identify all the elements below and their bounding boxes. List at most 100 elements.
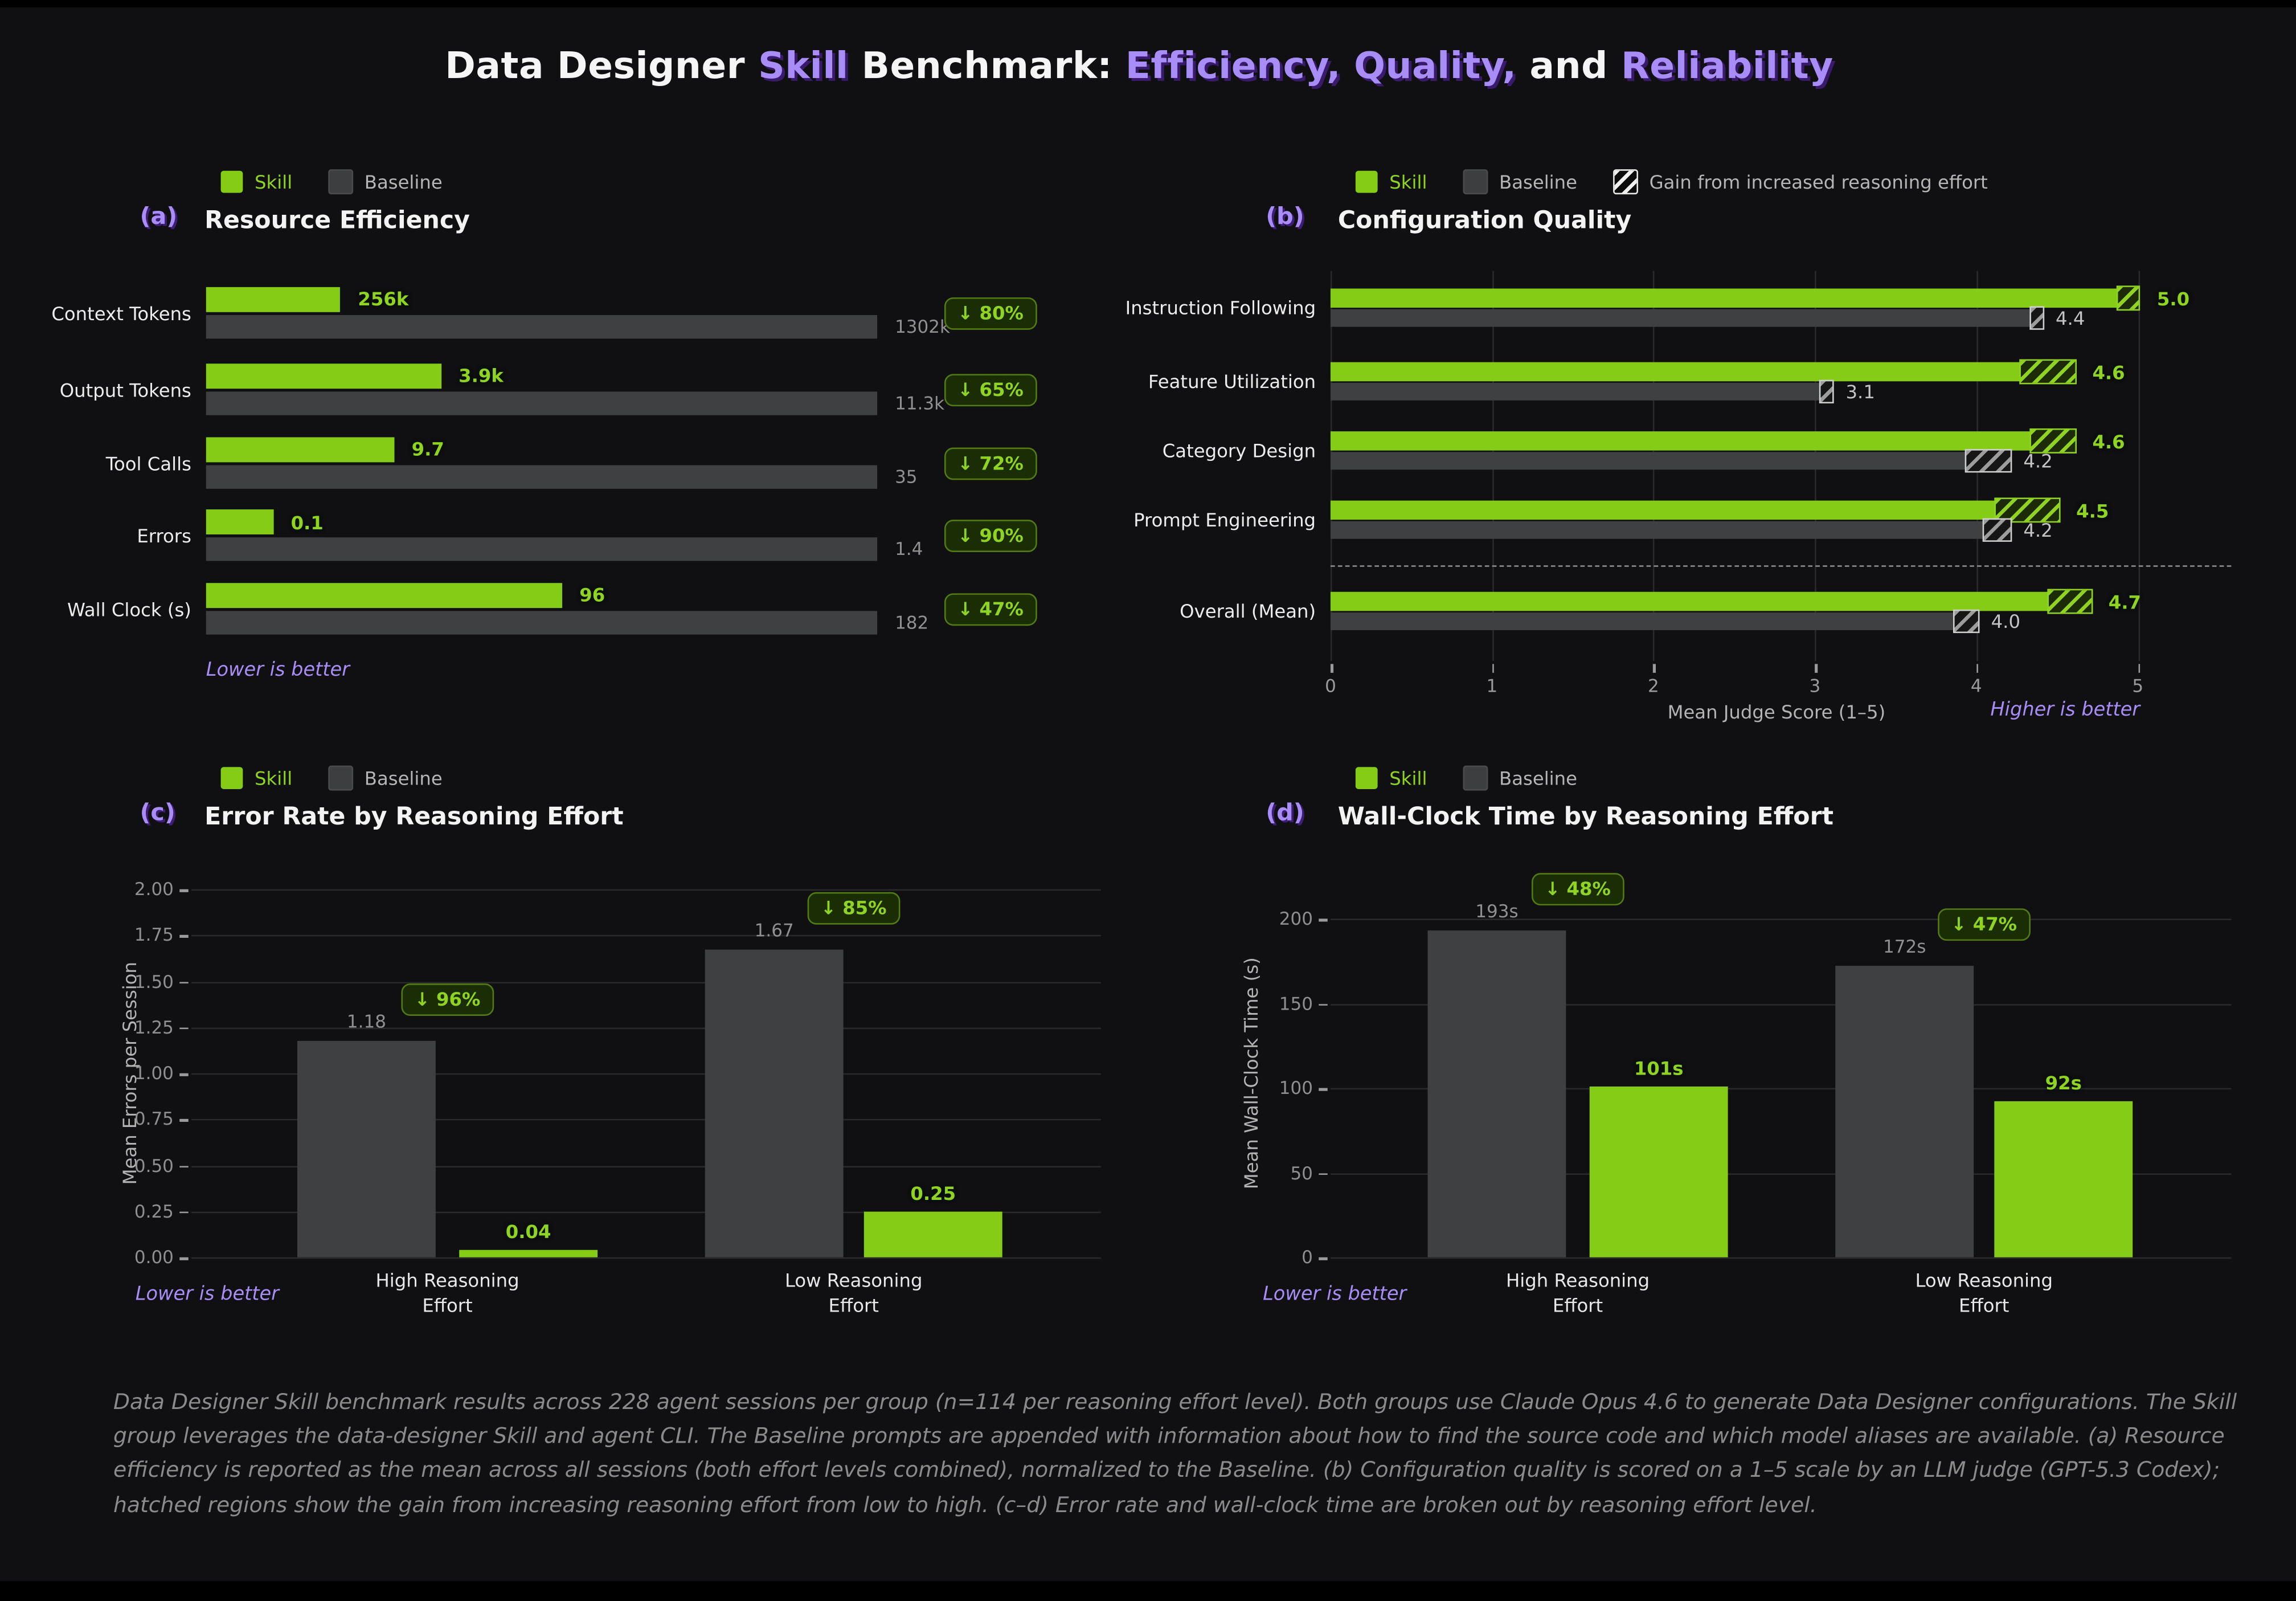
legend-label: Baseline <box>364 170 443 193</box>
baseline-bar <box>206 610 878 634</box>
baseline-swatch-icon <box>1462 765 1488 791</box>
baseline-value-label: 1.18 <box>346 1010 386 1032</box>
gridline <box>191 935 1101 937</box>
skill-value-label: 96 <box>579 583 605 606</box>
skill-gain-hatch <box>1994 497 2060 523</box>
panel-c-legend: Skill Baseline <box>220 765 443 791</box>
tick-mark <box>179 1119 189 1122</box>
figure-caption: Data Designer Skill benchmark results ac… <box>113 1390 2237 1518</box>
skill-bar <box>206 582 562 607</box>
reduction-badge: ↓ 47% <box>1938 908 2031 941</box>
baseline-bar <box>206 464 878 488</box>
tick-label: 0.75 <box>134 1109 174 1130</box>
baseline-value-label: 11.3k <box>895 392 945 413</box>
skill-value-label: 4.6 <box>2092 361 2125 383</box>
legend-item: Skill <box>220 767 292 790</box>
tick-mark <box>1492 664 1495 673</box>
skill-gain-hatch <box>2047 589 2093 614</box>
tick-mark <box>179 1165 189 1168</box>
reduction-badge: ↓ 47% <box>944 593 1037 625</box>
baseline-value-label: 35 <box>895 465 918 487</box>
tick-label: 100 <box>1279 1077 1313 1098</box>
gridline <box>1330 918 2232 921</box>
skill-value-label: 92s <box>2045 1072 2082 1094</box>
gridline <box>191 1027 1101 1029</box>
panel-c-note: Lower is better <box>135 1284 279 1306</box>
legend-item: Skill <box>1355 767 1427 790</box>
gridline <box>191 1257 1101 1259</box>
reduction-badge: ↓ 65% <box>944 373 1037 406</box>
panel-c-letter: (c) <box>140 798 175 826</box>
gridline <box>191 1119 1101 1121</box>
gridline <box>191 889 1101 891</box>
tick-label: 3 <box>1809 676 1821 697</box>
baseline-value-label: 1.4 <box>895 538 923 559</box>
baseline-value-label: 3.1 <box>1845 380 1875 403</box>
panel-d-letter: (d) <box>1266 798 1304 826</box>
tick-mark <box>1319 1088 1328 1091</box>
tick-mark <box>1319 1173 1328 1175</box>
skill-value-label: 9.7 <box>411 438 444 460</box>
gridline <box>2138 271 2139 661</box>
tick-label: 1 <box>1486 676 1498 697</box>
skill-value-label: 4.5 <box>2076 499 2109 521</box>
tick-mark <box>1815 664 1818 673</box>
legend-item: Skill <box>1355 170 1427 193</box>
tick-mark <box>1319 1257 1328 1260</box>
tick-mark <box>179 889 189 892</box>
baseline-gain-hatch <box>2029 306 2044 330</box>
baseline-bar <box>206 537 878 561</box>
tick-mark <box>1319 918 1328 921</box>
panel-b-legend: Skill Baseline Gain from increased reasoni… <box>1355 169 1988 195</box>
baseline-value-label: 1302k <box>895 316 950 337</box>
category-label: Instruction Following <box>1125 296 1316 319</box>
baseline-swatch-icon <box>1462 169 1488 195</box>
skill-bar <box>863 1211 1002 1257</box>
tick-label: 1.50 <box>134 971 174 992</box>
category-label: Low Reasoning Effort <box>1915 1269 2053 1316</box>
figure-title: Data Designer Skill Benchmark: Efficienc… <box>0 44 2278 87</box>
legend-item: Baseline <box>328 169 443 195</box>
baseline-gain-hatch <box>1954 609 1979 634</box>
panel-b-note: Higher is better <box>1990 699 2141 722</box>
tick-label: 0.25 <box>134 1200 174 1222</box>
baseline-value-label: 4.0 <box>1991 610 2021 632</box>
baseline-bar <box>1427 930 1566 1257</box>
tick-mark <box>179 935 189 938</box>
category-label: Output Tokens <box>59 378 191 401</box>
baseline-bar <box>297 1040 436 1257</box>
skill-value-label: 4.6 <box>2092 430 2125 452</box>
tick-mark <box>179 1027 189 1030</box>
skill-bar <box>206 509 273 534</box>
tick-mark <box>179 1257 189 1260</box>
baseline-value-label: 182 <box>895 611 929 632</box>
skill-swatch-icon <box>1355 767 1378 790</box>
panel-d-legend: Skill Baseline <box>1355 765 1577 791</box>
reduction-badge: ↓ 80% <box>944 296 1037 329</box>
tick-mark <box>179 981 189 984</box>
legend-item: Baseline <box>1462 169 1577 195</box>
skill-value-label: 256k <box>358 288 409 310</box>
baseline-value-label: 4.2 <box>2023 450 2053 472</box>
tick-label: 0.50 <box>134 1155 174 1176</box>
panel-a-legend: Skill Baseline <box>220 169 443 195</box>
tick-mark <box>1653 664 1656 673</box>
panel-a-note: Lower is better <box>206 659 350 682</box>
tick-label: 1.25 <box>134 1016 174 1038</box>
panel-a-letter: (a) <box>140 202 178 230</box>
legend-label: Skill <box>255 170 293 193</box>
tick-mark <box>1330 664 1333 673</box>
gridline <box>1330 1088 2232 1090</box>
baseline-value-label: 4.4 <box>2056 307 2085 329</box>
legend-item: Baseline <box>328 765 443 791</box>
baseline-bar <box>1330 382 1831 401</box>
baseline-bar <box>705 950 844 1257</box>
skill-bar <box>1330 500 2057 520</box>
legend-label: Skill <box>1389 767 1427 790</box>
baseline-value-label: 1.67 <box>754 920 794 941</box>
baseline-bar <box>1330 612 1976 630</box>
tick-label: 50 <box>1290 1162 1313 1183</box>
gridline <box>1330 1257 2232 1259</box>
tick-mark <box>179 1073 189 1076</box>
tick-mark <box>2138 664 2141 673</box>
